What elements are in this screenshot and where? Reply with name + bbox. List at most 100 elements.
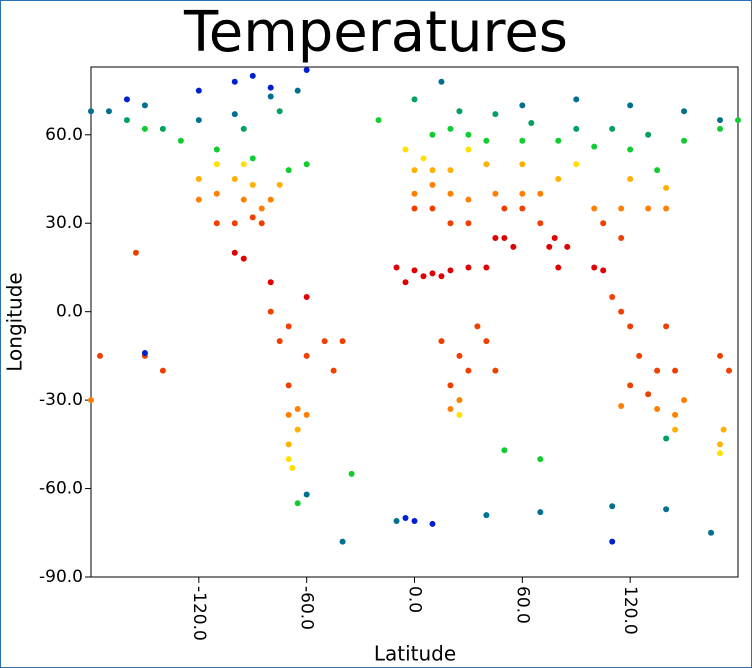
plot-frame (90, 66, 739, 578)
point (348, 470, 355, 477)
point (159, 367, 166, 374)
point (456, 397, 463, 404)
point (591, 143, 598, 150)
point (231, 220, 238, 227)
point (438, 78, 445, 85)
point (276, 108, 283, 115)
point (267, 308, 274, 315)
point (249, 181, 256, 188)
point (321, 338, 328, 345)
point (447, 125, 454, 132)
point (537, 190, 544, 197)
point (195, 196, 202, 203)
y-axis-label: Longitude (3, 272, 27, 371)
point (672, 367, 679, 374)
y-tick-label: 60.0 (45, 125, 83, 145)
point (663, 184, 670, 191)
point (537, 220, 544, 227)
point (141, 125, 148, 132)
point (132, 249, 139, 256)
point (501, 234, 508, 241)
point (555, 137, 562, 144)
point (177, 137, 184, 144)
point (303, 411, 310, 418)
point (447, 405, 454, 412)
point (294, 87, 301, 94)
point (285, 167, 292, 174)
point (618, 234, 625, 241)
point (276, 181, 283, 188)
point (231, 249, 238, 256)
point (294, 500, 301, 507)
point (519, 137, 526, 144)
x-axis-label: Latitude (374, 642, 456, 666)
point (420, 155, 427, 162)
point (663, 435, 670, 442)
point (123, 96, 130, 103)
point (123, 117, 130, 124)
point (411, 267, 418, 274)
point (105, 108, 112, 115)
y-tick-label: -60.0 (39, 479, 83, 499)
point (303, 491, 310, 498)
point (429, 205, 436, 212)
point (303, 293, 310, 300)
point (735, 117, 741, 124)
point (645, 205, 652, 212)
point (456, 108, 463, 115)
point (213, 220, 220, 227)
point (654, 405, 661, 412)
point (294, 405, 301, 412)
point (501, 447, 508, 454)
point (303, 161, 310, 168)
point (429, 167, 436, 174)
point (717, 450, 724, 457)
point (240, 161, 247, 168)
point (402, 146, 409, 153)
point (411, 190, 418, 197)
x-tick-label: 0.0 (405, 586, 425, 613)
point (717, 352, 724, 359)
point (627, 146, 634, 153)
y-tick-label: -30.0 (39, 390, 83, 410)
point (258, 220, 265, 227)
point (96, 352, 103, 359)
point (528, 120, 535, 127)
point (720, 426, 727, 433)
point (285, 456, 292, 463)
point (681, 397, 688, 404)
point (249, 214, 256, 221)
point (546, 243, 553, 250)
point (402, 279, 409, 286)
point (249, 72, 256, 79)
point (618, 308, 625, 315)
point (240, 255, 247, 262)
point (411, 167, 418, 174)
point (573, 96, 580, 103)
point (483, 137, 490, 144)
point (519, 190, 526, 197)
point (339, 338, 346, 345)
x-tick-label: -60.0 (297, 586, 317, 630)
point (465, 220, 472, 227)
point (249, 155, 256, 162)
point (258, 205, 265, 212)
point (420, 273, 427, 280)
point (438, 338, 445, 345)
point (483, 161, 490, 168)
point (492, 190, 499, 197)
point (195, 117, 202, 124)
point (339, 538, 346, 545)
point (627, 102, 634, 109)
point (645, 131, 652, 138)
x-tick-label: -120.0 (189, 586, 209, 641)
point (663, 323, 670, 330)
point (627, 382, 634, 389)
point (456, 352, 463, 359)
point (573, 161, 580, 168)
point (447, 220, 454, 227)
point (447, 167, 454, 174)
point (492, 111, 499, 118)
point (591, 205, 598, 212)
